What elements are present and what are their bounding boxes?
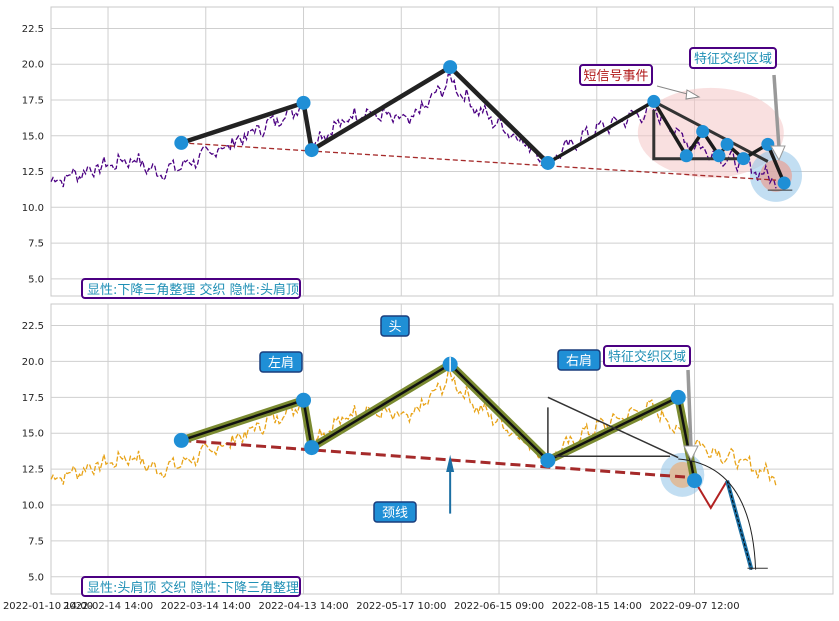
pivot-marker (296, 95, 311, 110)
x-tick-label: 2022-04-13 14:00 (258, 601, 348, 612)
pivot-marker (687, 473, 703, 489)
feature-zone-label-bottom: 特征交织区域 (608, 349, 686, 365)
pivot-marker (736, 152, 750, 166)
feature-zone-label-top-box (689, 47, 777, 69)
y-tick-label: 12.5 (22, 167, 44, 178)
pivot-markers (173, 60, 791, 489)
feature-zone-label-bottom-box (603, 345, 691, 367)
neckline (181, 438, 695, 480)
pivot-marker (304, 143, 319, 158)
head-label: 头 (388, 320, 401, 335)
tick-labels: 5.0 7.5 10.0 12.5 15.0 17.5 20.0 22.5 5.0 7.5 10.0… (3, 24, 740, 612)
short-signal-label: 短信号事件 (583, 69, 648, 84)
y-tick-label: 17.5 (22, 393, 44, 404)
pivot-marker (296, 392, 312, 408)
bottom-caption: 显性:头肩顶 交织 隐性:下降三角整理 (87, 580, 299, 596)
y-tick-label: 5.0 (28, 274, 44, 285)
y-tick-label: 20.0 (22, 60, 44, 71)
y-tick-label: 17.5 (22, 95, 44, 106)
x-tick-label: 2022-03-14 14:00 (161, 601, 251, 612)
projection-zigzag (693, 480, 728, 510)
pivot-marker (540, 452, 556, 468)
y-tick-label: 10.0 (22, 203, 44, 214)
short-signal-label-box (579, 64, 653, 86)
feature-zone-arrowhead-bottom (683, 445, 699, 462)
pivot-marker (679, 149, 693, 163)
pivot-marker (443, 60, 458, 75)
feature-zone-label-top: 特征交织区域 (694, 51, 772, 67)
pivot-marker (777, 176, 791, 190)
x-tick-label: 2022-08-15 14:00 (552, 601, 642, 612)
y-tick-label: 20.0 (22, 357, 44, 368)
right-shoulder-label-box (557, 349, 601, 371)
pivot-marker (541, 156, 555, 170)
y-tick-label: 22.5 (22, 24, 44, 35)
y-tick-label: 15.0 (22, 131, 44, 142)
projection-arc (678, 458, 757, 570)
head-shoulders-line (180, 64, 550, 165)
y-tick-label: 22.5 (22, 321, 44, 332)
y-tick-label: 5.0 (28, 572, 44, 583)
y-tick-label: 15.0 (22, 429, 44, 440)
right-shoulder-label: 右肩 (566, 353, 592, 369)
left-shoulder-label: 左肩 (268, 355, 294, 371)
head-shoulders-band (180, 360, 699, 482)
left-shoulder-label-box (259, 351, 303, 373)
bottom-panel-frame (50, 303, 834, 595)
x-tick-label: 2022-06-15 09:00 (454, 601, 544, 612)
x-tick-label: 2022-01-10 14:00 (3, 601, 93, 612)
pivot-marker (174, 135, 189, 150)
feature-zone-arrowhead-top (770, 145, 786, 162)
pivot-marker (173, 432, 189, 448)
short-signal-arrowhead (685, 89, 701, 100)
neckline (181, 142, 777, 181)
triangle-top (547, 396, 679, 459)
pivot-marker (696, 124, 710, 138)
pivot-marker (304, 440, 320, 456)
neckline-label: 颈线 (382, 506, 408, 521)
triangle-top (653, 100, 769, 163)
pivot-marker (720, 137, 734, 151)
neckline-label-box (373, 501, 417, 523)
feature-zone-arrow-bottom (686, 369, 693, 449)
head-label-box (380, 315, 410, 337)
pivot-marker (761, 137, 775, 151)
pivot-marker (647, 94, 661, 108)
feature-zone-arrow-top (772, 74, 781, 149)
top-caption-box (81, 278, 301, 299)
neckline-arrowhead (446, 454, 455, 472)
y-tick-label: 10.0 (22, 500, 44, 511)
x-tick-label: 2022-05-17 10:00 (356, 601, 446, 612)
pivot-marker (670, 389, 686, 405)
y-tick-label: 7.5 (28, 239, 44, 250)
projection-drop-core (726, 480, 752, 570)
y-tick-label: 12.5 (22, 465, 44, 476)
bottom-caption-box (81, 576, 301, 597)
y-tick-label: 7.5 (28, 536, 44, 547)
pivot-marker (712, 149, 726, 163)
top-caption: 显性:下降三角整理 交织 隐性:头肩顶 (87, 282, 299, 298)
x-tick-label: 2022-02-14 14:00 (63, 601, 153, 612)
top-panel-frame (50, 6, 834, 297)
x-tick-label: 2022-09-07 12:00 (649, 601, 739, 612)
